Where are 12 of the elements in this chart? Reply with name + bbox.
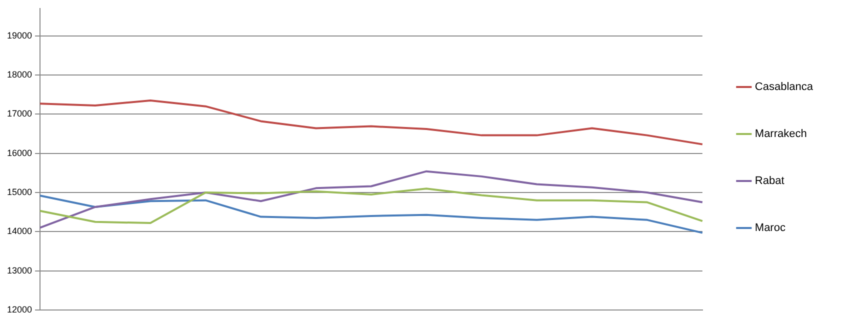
y-tick-label: 15000 bbox=[6, 186, 32, 197]
y-tick-label: 12000 bbox=[6, 304, 32, 314]
y-tick-label: 17000 bbox=[6, 108, 32, 119]
legend-label: Rabat bbox=[754, 175, 784, 188]
y-tick-label: 14000 bbox=[6, 226, 32, 236]
legend-label: Maroc bbox=[754, 222, 786, 234]
y-tick-label: 16000 bbox=[6, 148, 32, 158]
y-tick-label: 13000 bbox=[6, 265, 32, 276]
legend-label: Casablanca bbox=[754, 81, 814, 94]
y-tick-label: 18000 bbox=[6, 69, 32, 80]
y-tick-label: 19000 bbox=[6, 30, 32, 40]
legend-label: Marrakech bbox=[754, 128, 807, 140]
